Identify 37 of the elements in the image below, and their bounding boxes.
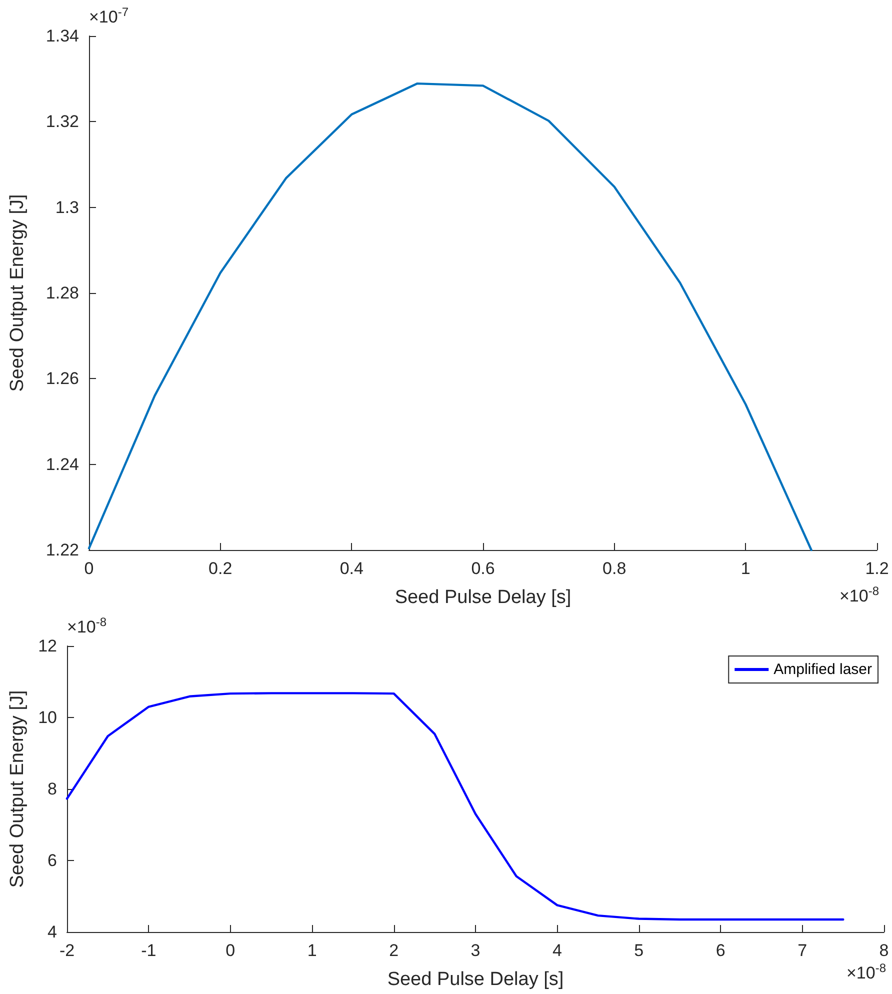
x-axis-title: Seed Pulse Delay [s]: [394, 587, 572, 608]
y-tick-label: 1.32: [46, 112, 79, 132]
x-tick-label: 2: [389, 941, 399, 960]
y-tick-label: 1.3: [55, 198, 79, 217]
x-tick-label: 0: [226, 941, 236, 960]
y-tick-label: 1.24: [46, 454, 79, 474]
x-tick-label: 1: [740, 559, 750, 578]
x-tick-label: 7: [798, 941, 808, 960]
line-series: [88, 82, 812, 552]
y-tick-label: 10: [38, 708, 57, 727]
y-tick-label: 1.34: [46, 26, 79, 46]
y-axis-title: Seed Output Energy [J]: [7, 690, 28, 888]
y-tick-label: 1.22: [46, 540, 79, 560]
x-tick-label: 0.8: [602, 559, 626, 578]
x-axis-title: Seed Pulse Delay [s]: [387, 969, 564, 990]
y-tick-label: 12: [38, 636, 57, 656]
x-tick-label: 3: [470, 941, 480, 960]
y-tick-label: 4: [48, 922, 57, 942]
x-tick-label: 6: [716, 941, 726, 960]
x-tick-label: 0: [84, 559, 94, 578]
x-tick-label: 0.6: [471, 559, 495, 578]
x-tick-label: 0.2: [208, 559, 232, 578]
x-tick-label: 0.4: [340, 559, 364, 578]
y-tick-label: 1.28: [46, 284, 79, 302]
x-tick-label: 5: [634, 941, 644, 960]
x-tick-label: 1: [307, 941, 317, 960]
line-series: [66, 692, 844, 921]
x-tick-label: -1: [141, 941, 156, 960]
legend-label: Amplified laser: [774, 661, 872, 678]
y-tick-label: 6: [48, 851, 57, 870]
y-tick-label: 8: [48, 780, 57, 798]
x-tick-label: 1.2: [865, 559, 889, 578]
x-tick-label: -2: [59, 941, 75, 960]
y-axis-title: Seed Output Energy [J]: [7, 194, 28, 392]
x-tick-label: 4: [552, 941, 562, 960]
y-tick-label: 1.26: [46, 369, 79, 388]
x-tick-label: 8: [879, 941, 889, 960]
